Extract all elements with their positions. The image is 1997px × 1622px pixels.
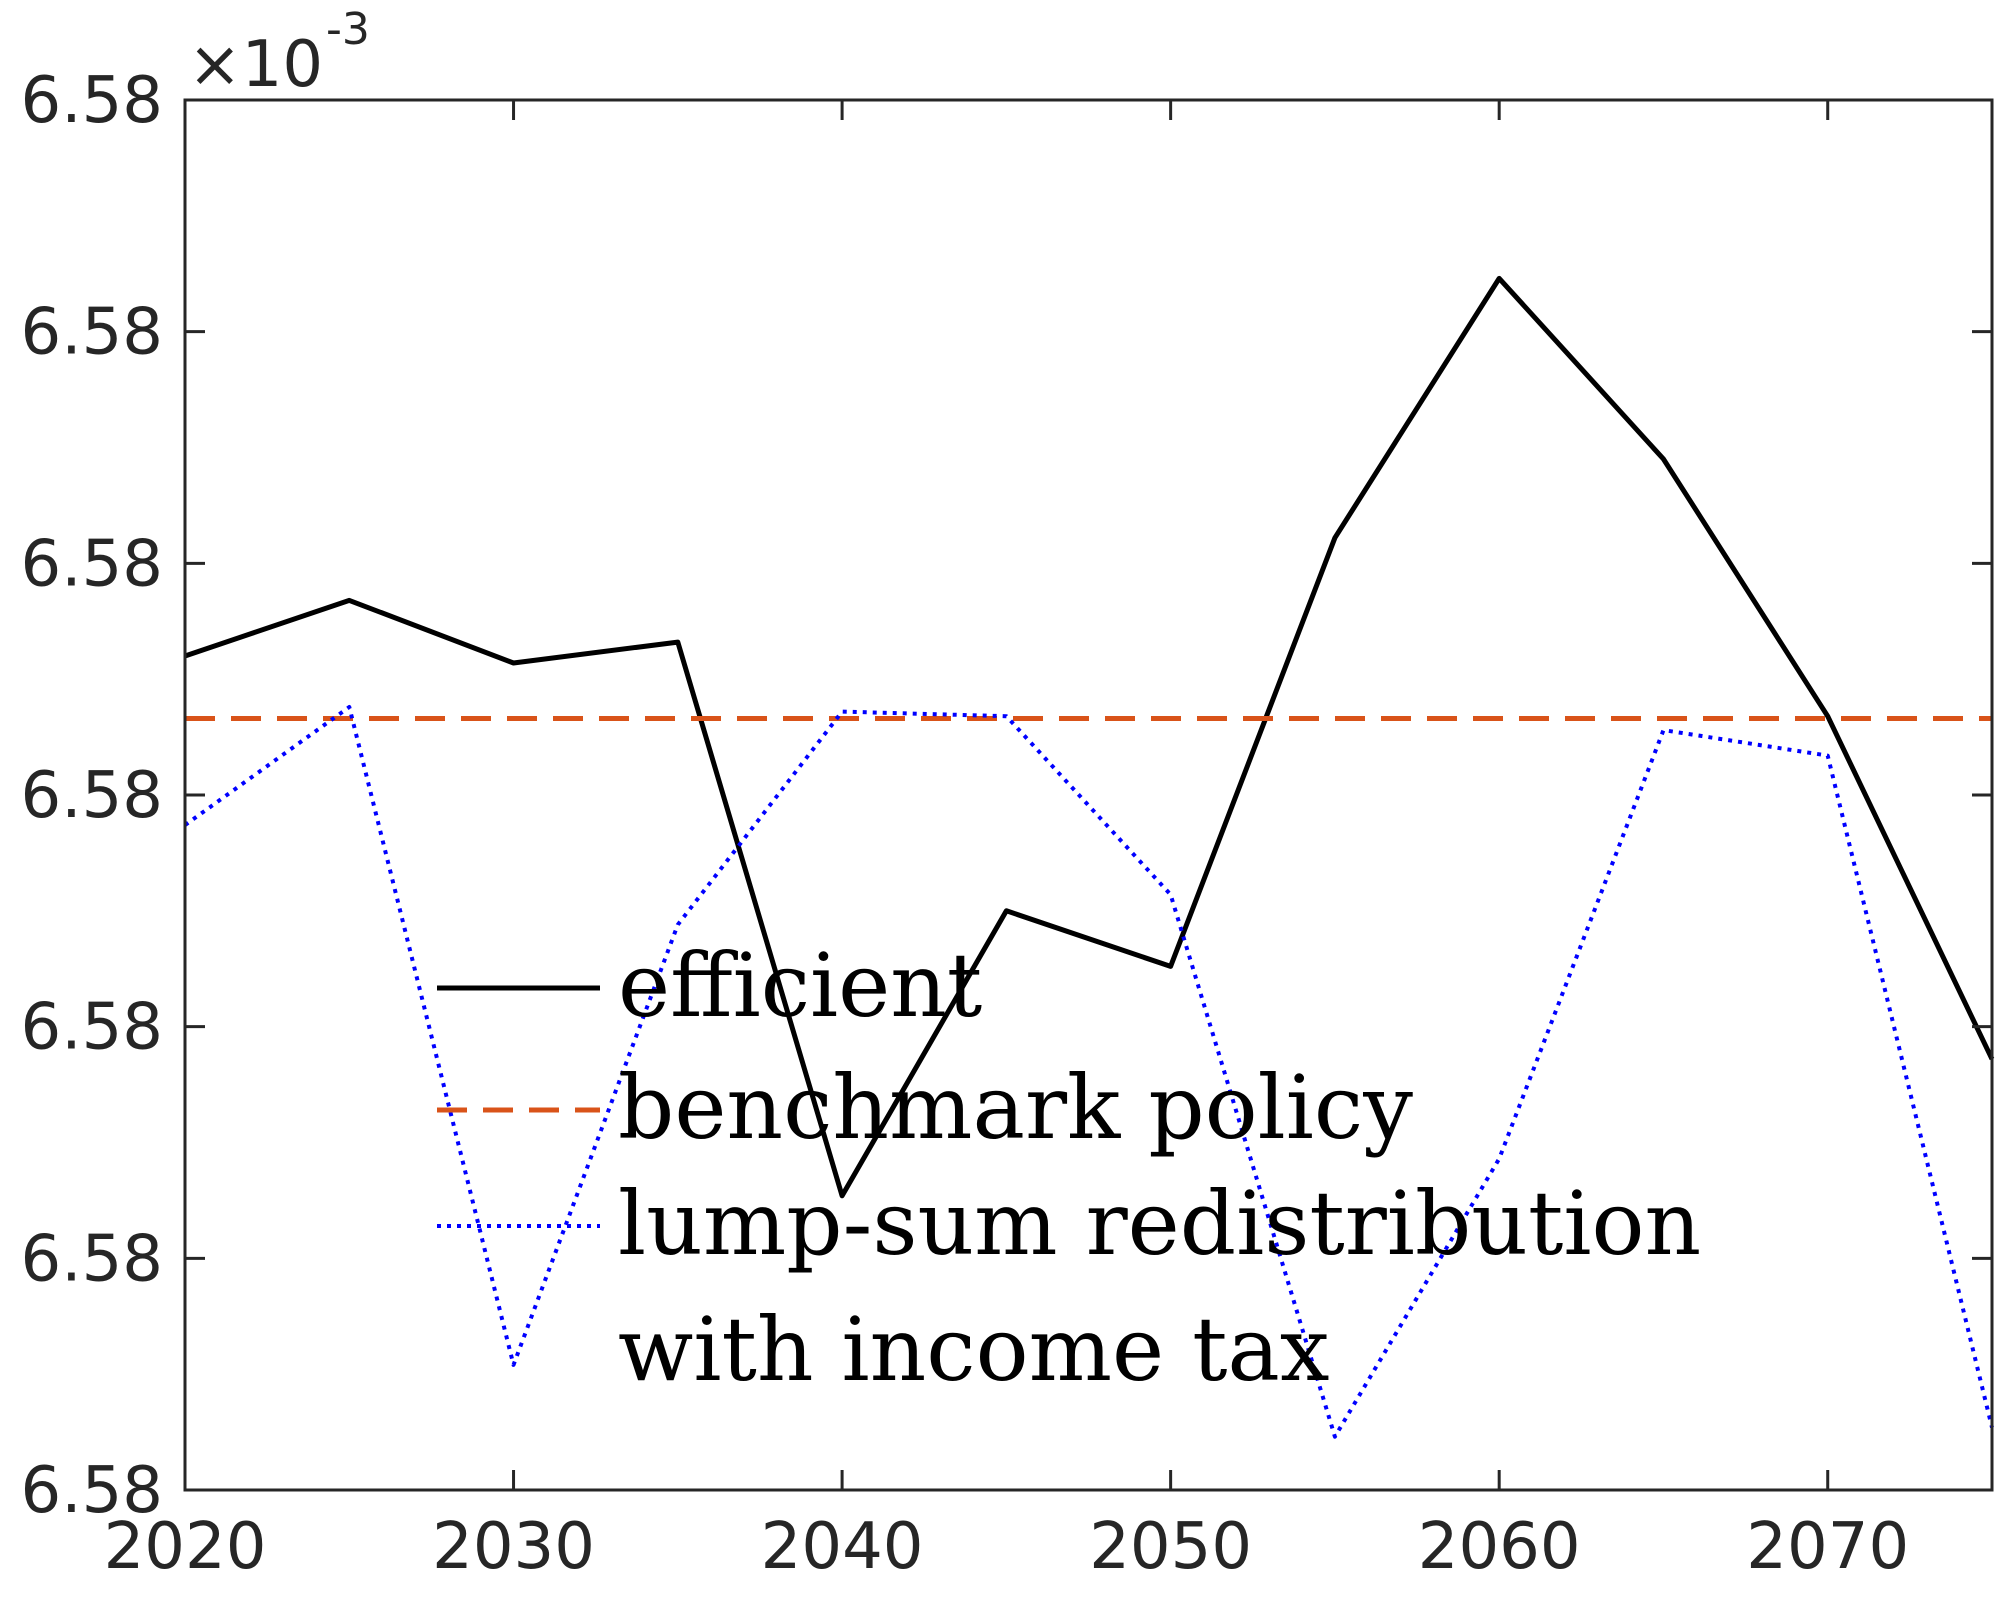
x-tick-label: 2060 [1418,1510,1581,1584]
legend-label-4: with income tax [618,1298,1330,1401]
x-tick-label: 2070 [1746,1510,1909,1584]
legend-label-1: efficient [618,934,982,1037]
legend: efficient benchmark policy lump-sum redist… [437,934,1701,1401]
y-tick-label: 6.58 [21,64,164,138]
y-axis-exponent-power: -3 [326,4,370,55]
x-tick-label: 2030 [432,1510,595,1584]
series-line-1 [184,275,1995,1199]
x-tick-label: 2020 [104,1510,267,1584]
legend-label-2: benchmark policy [618,1056,1413,1159]
y-tick-label: 6.58 [21,1454,164,1528]
x-tick-label: 2050 [1089,1510,1252,1584]
series-layer [183,275,1995,1439]
y-tick-label: 6.58 [21,759,164,833]
y-tick-label: 6.58 [21,991,164,1065]
axis-layer: 2020 2030 2040 2050 2060 2070 6.58 6.58 6.58 6.58… [21,64,1992,1584]
x-tick-label: 2040 [761,1510,924,1584]
y-tick-label: 6.58 [21,1222,164,1296]
y-tick-label: 6.58 [21,296,164,370]
plot-area-frame [183,98,1994,1492]
y-axis-exponent-base: ×10 [188,28,323,102]
y-tick-label: 6.58 [21,527,164,601]
series-line-3 [183,705,1994,1439]
legend-label-3: lump-sum redistribution [618,1172,1701,1275]
